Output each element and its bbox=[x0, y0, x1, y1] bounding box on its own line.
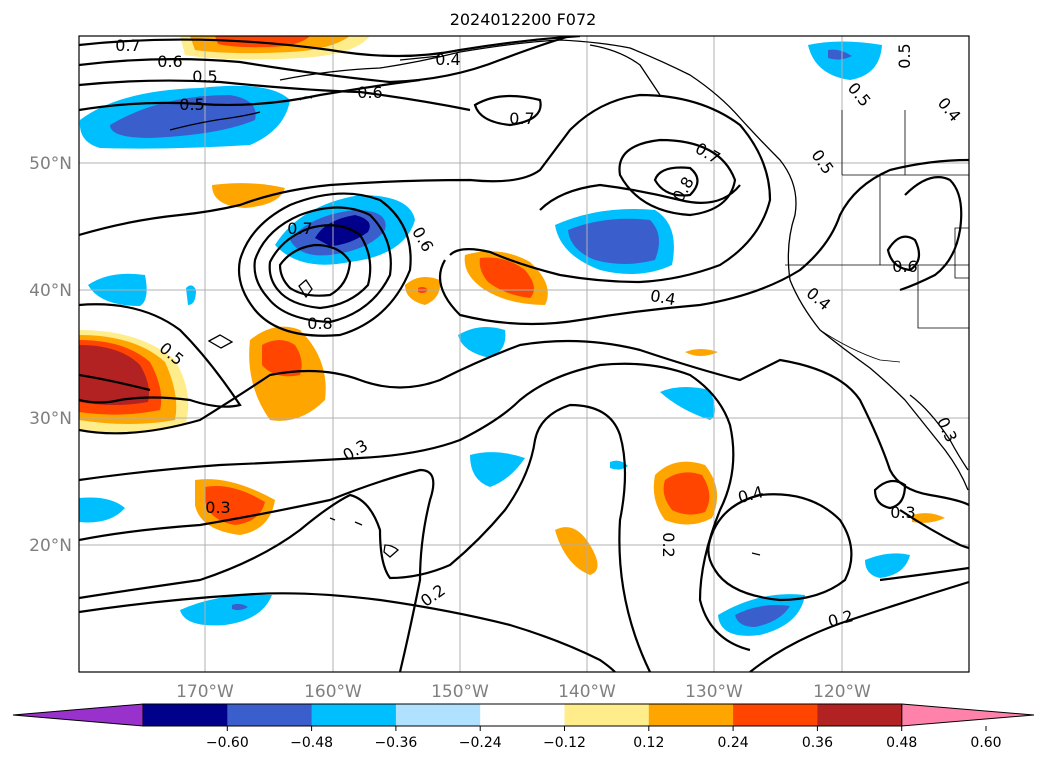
colorbar-tick-label: −0.24 bbox=[459, 735, 502, 751]
colorbar-segment bbox=[143, 704, 228, 726]
colorbar-extend-high bbox=[901, 703, 1035, 727]
field-negative bbox=[315, 215, 370, 246]
colorbar-frame bbox=[142, 703, 903, 727]
colorbar-segment bbox=[227, 704, 313, 726]
field-positive bbox=[79, 345, 149, 405]
field-negative bbox=[828, 49, 852, 60]
lat-label: 20°N bbox=[29, 536, 72, 556]
contour-label: 0.8 bbox=[669, 173, 698, 205]
contour-lines bbox=[79, 36, 969, 672]
colorbar-tick-label: −0.60 bbox=[206, 735, 249, 751]
colorbar-segment bbox=[311, 704, 397, 726]
colorbar: −0.60 −0.48 −0.36 −0.24 −0.12 0.12 0.24 0.36 0.4… bbox=[12, 703, 1035, 751]
contour-label: 0.7 bbox=[115, 36, 140, 55]
field-negative bbox=[660, 386, 715, 420]
colorbar-tick-label: 0.60 bbox=[970, 735, 1001, 751]
lat-label: 40°N bbox=[29, 281, 72, 301]
contour-label: 0.4 bbox=[435, 50, 460, 69]
field-positive bbox=[685, 349, 718, 356]
contour-label: 0.5 bbox=[895, 43, 914, 68]
field-negative bbox=[610, 460, 628, 470]
field-positive bbox=[479, 257, 534, 298]
field-negative bbox=[458, 326, 506, 358]
colorbar-segment bbox=[817, 704, 903, 726]
colorbar-tick-label: −0.36 bbox=[374, 735, 417, 751]
map-area: 0.7 0.6 0.5 0.5 0.4 0.6 0.7 0.5 0.4 0.5 … bbox=[79, 36, 969, 672]
colorbar-tick-label: 0.36 bbox=[802, 735, 833, 751]
lon-label: 140°W bbox=[558, 682, 616, 702]
map-title: 2024012200 F072 bbox=[450, 10, 597, 29]
lon-label: 150°W bbox=[431, 682, 489, 702]
field-negative bbox=[470, 452, 525, 487]
lat-label: 50°N bbox=[29, 154, 72, 174]
field-negative bbox=[79, 497, 125, 523]
contour-label: 0.5 bbox=[192, 67, 217, 86]
contour-label: 0.3 bbox=[339, 436, 371, 465]
contour-label: 0.6 bbox=[892, 257, 917, 276]
contour-label: 0.7 bbox=[509, 109, 534, 128]
field-negative bbox=[180, 594, 272, 626]
colorbar-tick-label: −0.48 bbox=[290, 735, 333, 751]
contour-label: 0.5 bbox=[807, 146, 837, 178]
colorbar-segment bbox=[648, 704, 734, 726]
field-negative bbox=[232, 603, 248, 611]
field-negative bbox=[568, 218, 659, 264]
contour-label: 0.2 bbox=[826, 606, 856, 631]
contour-label: 0.6 bbox=[157, 52, 182, 71]
contour-label: 0.6 bbox=[357, 83, 382, 102]
contour-label: 0.4 bbox=[803, 283, 835, 314]
colorbar-tick-label: 0.48 bbox=[886, 735, 917, 751]
field-positive bbox=[262, 340, 302, 377]
field-negative bbox=[186, 285, 196, 305]
colorbar-segment bbox=[564, 704, 650, 726]
contour-label: 0.4 bbox=[736, 482, 766, 507]
contour-label: 0.5 bbox=[844, 79, 875, 111]
colorbar-segment bbox=[733, 704, 818, 726]
contour-label: 0.3 bbox=[205, 498, 230, 517]
lon-label: 160°W bbox=[304, 682, 362, 702]
colorbar-segment bbox=[480, 704, 565, 726]
lon-label: 170°W bbox=[176, 682, 234, 702]
contour-label: 0.4 bbox=[649, 286, 677, 309]
gridlines bbox=[79, 36, 969, 672]
field-negative bbox=[808, 41, 882, 80]
field-positive bbox=[212, 183, 285, 208]
contour-label: 0.3 bbox=[890, 503, 915, 522]
map-frame bbox=[78, 35, 970, 673]
field-negative bbox=[865, 553, 910, 578]
longitude-labels: 170°W 160°W 150°W 140°W 130°W 120°W bbox=[176, 682, 871, 702]
field-positive bbox=[663, 472, 710, 515]
lat-label: 30°N bbox=[29, 409, 72, 429]
field-positive bbox=[555, 527, 598, 575]
latitude-labels: 50°N 40°N 30°N 20°N bbox=[29, 154, 72, 556]
contour-label: 0.8 bbox=[307, 314, 332, 333]
colorbar-tick-label: −0.12 bbox=[543, 735, 586, 751]
contour-label: 0.4 bbox=[934, 94, 965, 126]
colorbar-tick-label: 0.12 bbox=[633, 735, 664, 751]
lon-label: 130°W bbox=[685, 682, 743, 702]
contour-label: 0.2 bbox=[659, 532, 678, 557]
contour-label: 0.7 bbox=[287, 219, 312, 238]
contour-label: 0.6 bbox=[408, 223, 437, 255]
contour-label: 0.5 bbox=[179, 95, 204, 114]
lon-label: 120°W bbox=[813, 682, 871, 702]
colorbar-segment bbox=[395, 704, 481, 726]
field-negative bbox=[735, 605, 790, 627]
colorbar-tick-label: 0.24 bbox=[718, 735, 749, 751]
colorbar-extend-low bbox=[12, 703, 144, 727]
field-positive bbox=[912, 513, 945, 523]
